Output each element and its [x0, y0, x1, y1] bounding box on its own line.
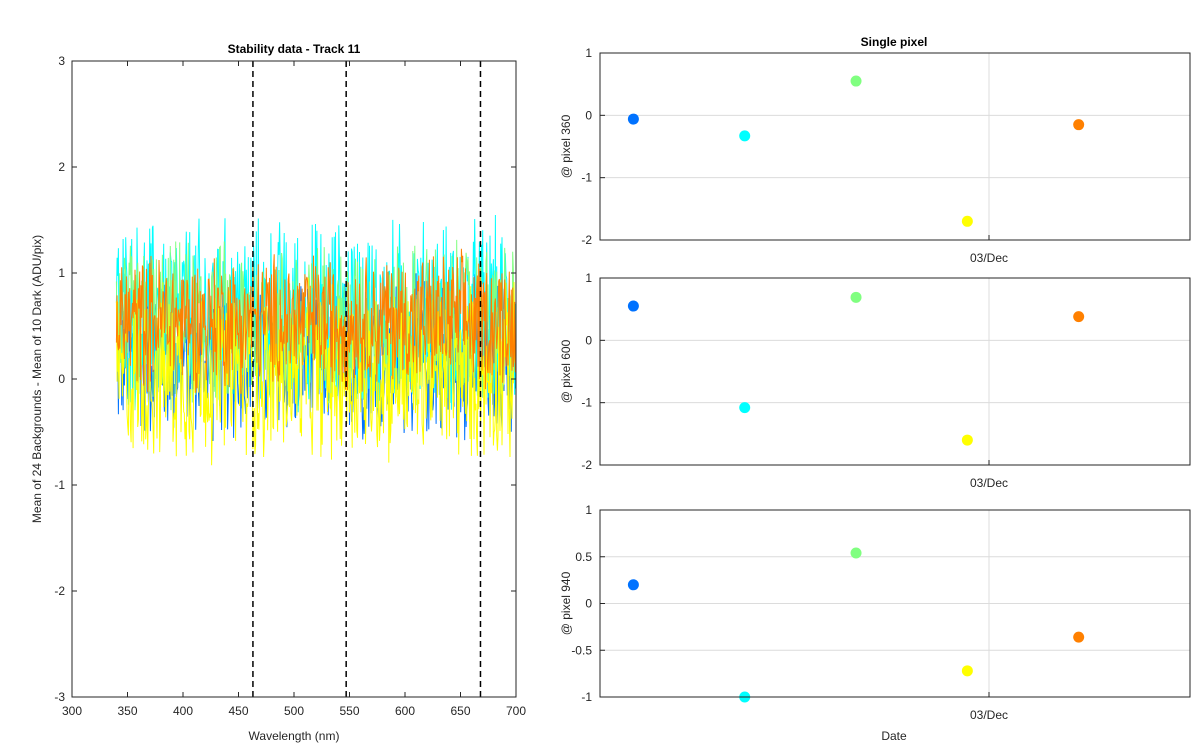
left-y-axis-label: Mean of 24 Backgrounds - Mean of 10 Dark… — [30, 235, 44, 523]
y-tick-label: -1 — [54, 478, 65, 492]
x-tick-label: 350 — [117, 704, 137, 718]
left-y-ticks: -3 -2 -1 0 1 2 3 — [54, 54, 516, 704]
data-point-2 — [739, 402, 751, 414]
x-tick-label: 03/Dec — [970, 476, 1008, 490]
y-tick-label: 1 — [585, 503, 592, 517]
y-tick-label: 0 — [585, 108, 592, 122]
y-tick-label: 0 — [58, 372, 65, 386]
y-tick-label: 2 — [58, 160, 65, 174]
line-series-group — [115, 214, 516, 466]
data-point-3 — [850, 291, 862, 303]
vertical-dashed-lines — [252, 61, 482, 697]
x-tick-label: 400 — [173, 704, 193, 718]
x-tick-label: 03/Dec — [970, 708, 1008, 722]
stability-line-plot: Stability data - Track 11 300 350 400 450 50… — [30, 42, 526, 743]
plot-frame — [599, 52, 1191, 241]
x-tick-label: 550 — [339, 704, 359, 718]
data-point-3 — [850, 75, 862, 87]
y-tick-label: 1 — [58, 266, 65, 280]
y-tick-label: -2 — [581, 458, 592, 472]
y-axis-label: @ pixel 360 — [559, 114, 573, 178]
x-tick-label: 03/Dec — [970, 251, 1008, 265]
x-tick-label: 500 — [284, 704, 304, 718]
plot-frame — [599, 277, 1191, 466]
line-series-4 — [115, 277, 516, 466]
y-tick-label: 1 — [585, 271, 592, 285]
data-point-4 — [961, 434, 973, 446]
y-tick-label: 1 — [585, 46, 592, 60]
data-point-1 — [627, 113, 639, 125]
x-tick-label: 700 — [506, 704, 526, 718]
data-point-2 — [739, 130, 751, 142]
left-x-ticks: 300 350 400 450 500 550 600 650 700 — [62, 61, 526, 718]
single-pixel-940-plot: Date 1 0.5 0 -0.5 -1 03/Dec @ pixel 940 — [559, 503, 1191, 743]
y-tick-label: -0.5 — [571, 643, 592, 657]
single-pixel-360-plot: Single pixel 1 0 -1 -2 03/Dec @ pixel 360 — [559, 35, 1191, 265]
data-point-3 — [850, 547, 862, 559]
y-tick-label: -3 — [54, 690, 65, 704]
y-tick-label: -1 — [581, 171, 592, 185]
x-tick-label: 650 — [450, 704, 470, 718]
x-tick-label: 600 — [395, 704, 415, 718]
right-plot-title: Single pixel — [861, 35, 928, 49]
y-tick-label: 0 — [585, 333, 592, 347]
right-x-axis-label: Date — [881, 729, 907, 743]
y-tick-label: -2 — [54, 584, 65, 598]
left-plot-title: Stability data - Track 11 — [228, 42, 361, 56]
y-tick-label: -1 — [581, 396, 592, 410]
line-series-5 — [115, 248, 516, 394]
data-point-5 — [1073, 631, 1085, 643]
data-point-5 — [1073, 311, 1085, 323]
data-point-4 — [961, 215, 973, 227]
data-point-4 — [961, 665, 973, 677]
y-tick-label: 0.5 — [575, 550, 592, 564]
left-x-axis-label: Wavelength (nm) — [249, 729, 340, 743]
data-point-1 — [627, 579, 639, 591]
single-pixel-600-plot: 1 0 -1 -2 03/Dec @ pixel 600 — [559, 271, 1191, 490]
data-point-1 — [627, 300, 639, 312]
x-tick-label: 450 — [228, 704, 248, 718]
y-tick-label: -1 — [581, 690, 592, 704]
y-tick-label: -2 — [581, 233, 592, 247]
x-tick-label: 300 — [62, 704, 82, 718]
y-axis-label: @ pixel 600 — [559, 339, 573, 403]
data-point-5 — [1073, 119, 1085, 131]
y-tick-label: 3 — [58, 54, 65, 68]
y-axis-label: @ pixel 940 — [559, 571, 573, 635]
y-tick-label: 0 — [585, 597, 592, 611]
